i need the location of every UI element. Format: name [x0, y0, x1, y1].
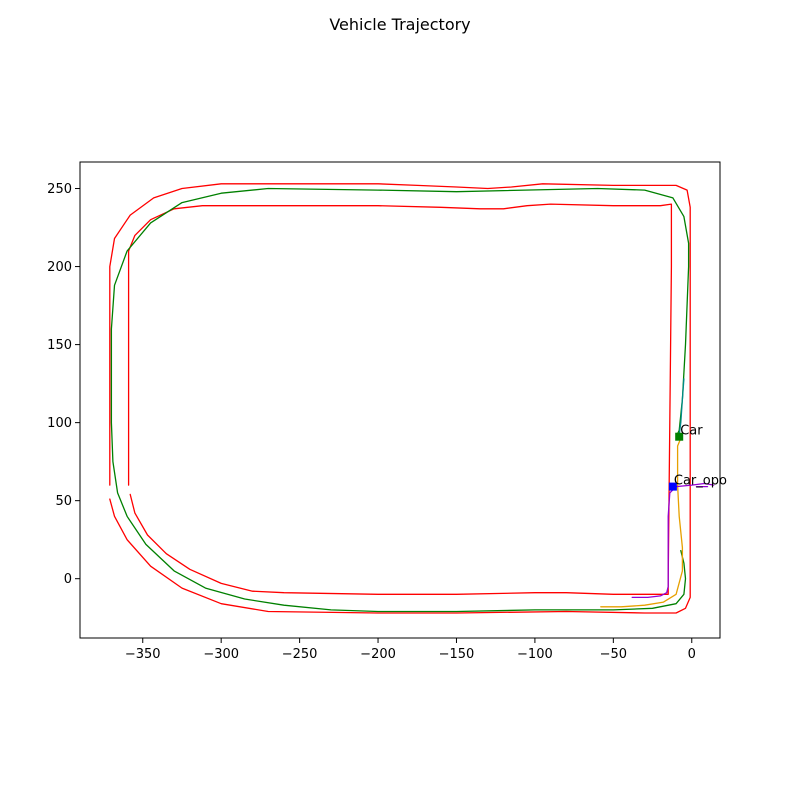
trajectory-line-5 [678, 378, 685, 436]
x-tick-label: −100 [517, 647, 553, 662]
x-tick-label: −250 [282, 647, 318, 662]
x-tick-label: 0 [688, 647, 696, 662]
x-tick-label: −200 [360, 647, 396, 662]
trajectory-line-1 [109, 183, 691, 614]
y-tick-label: 150 [47, 338, 72, 353]
trajectory-line-3 [110, 187, 690, 613]
x-tick-label: −150 [439, 647, 475, 662]
trajectory-line-7 [675, 482, 715, 488]
axes: −350 −300 −250 −200 −150 −100 −50 0 0 50 100 150 200… [47, 161, 721, 662]
y-tick-label: 250 [47, 182, 72, 197]
chart-title: Vehicle Trajectory [329, 15, 470, 34]
plot-area: Car Car_opo [109, 183, 727, 614]
trajectory-line-4 [600, 437, 684, 608]
marker-label-car-opo: Car_opo [674, 474, 727, 489]
trajectory-line-6 [631, 485, 677, 599]
x-tick-label: −50 [600, 647, 627, 662]
marker-car [675, 432, 684, 441]
marker-car-opo [668, 482, 677, 491]
x-tick-label: −350 [125, 647, 161, 662]
x-tick-label: −300 [203, 647, 239, 662]
plot-frame [79, 161, 721, 639]
series-group [109, 183, 715, 614]
y-tick-label: 100 [47, 416, 72, 431]
y-tick-label: 50 [55, 494, 72, 509]
trajectory-line-2 [127, 203, 673, 595]
marker-label-car: Car [680, 424, 703, 439]
y-tick-label: 200 [47, 260, 72, 275]
y-tick-label: 0 [64, 572, 72, 587]
